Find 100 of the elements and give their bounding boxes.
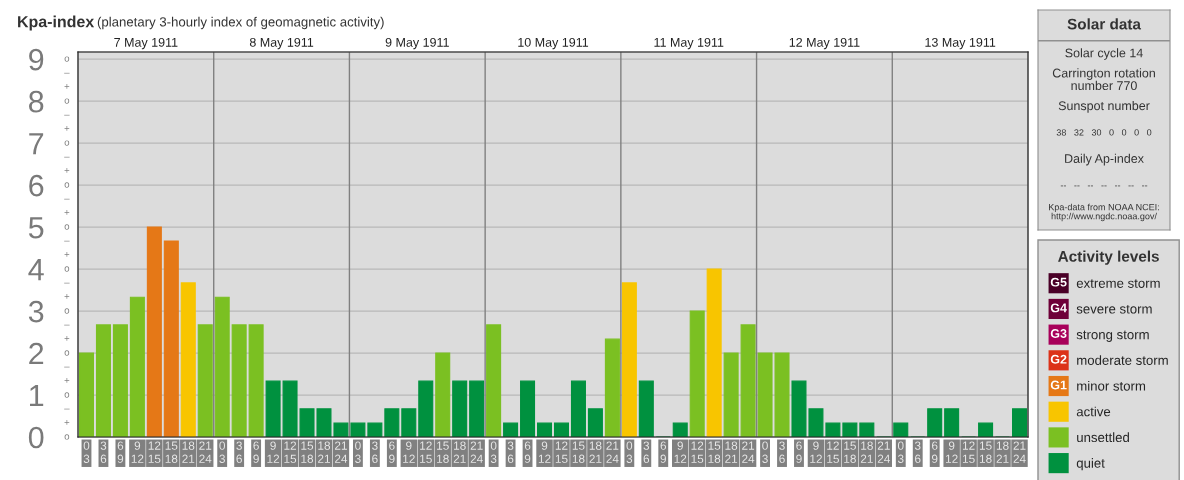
x-tick-label: 9 12 [674, 441, 687, 463]
text: Daily Ap-index [1065, 153, 1144, 166]
text: – [64, 114, 70, 116]
text: – [64, 156, 70, 158]
x-tick-label: 6 9 [796, 441, 802, 463]
legend-label: quiet [1076, 458, 1105, 471]
x-tick-label: 18 21 [996, 441, 1009, 463]
x-tick-label: 3 6 [914, 441, 921, 463]
x-tick-label: 3 6 [372, 441, 378, 463]
text: Solar cycle 14 [1065, 48, 1143, 60]
text: + [64, 126, 70, 131]
x-tick-label: 21 24 [877, 441, 891, 463]
y-tick-label: 5 [28, 217, 44, 239]
chart-title: Kpa-index [18, 15, 95, 31]
x-tick-label: 6 9 [117, 441, 124, 463]
text: G4 [1050, 303, 1067, 313]
x-tick-label: 9 12 [810, 441, 822, 463]
x2-tick-label: 8 May 1911 [249, 37, 314, 50]
x-tick-label: 15 18 [437, 441, 449, 463]
x-tick-label: 15 18 [708, 441, 721, 463]
x-tick-label: 3 6 [236, 441, 242, 463]
x-tick-label: 9 12 [946, 441, 958, 463]
x-tick-label: 0 3 [762, 441, 768, 463]
x-tick-label: 6 9 [660, 441, 667, 463]
x-tick-label: 0 3 [626, 441, 633, 463]
legend-title: Activity levels [1058, 250, 1159, 265]
x-tick-label: 18 21 [318, 441, 331, 463]
text: G1 [1050, 380, 1067, 390]
x-tick-label: 12 15 [962, 441, 975, 463]
x-tick-label: 12 15 [555, 441, 568, 463]
text: o [64, 350, 70, 356]
text: – [64, 366, 70, 368]
text: + [64, 209, 70, 215]
legend-label: minor storm [1077, 380, 1146, 391]
x-tick-label: 21 24 [606, 441, 619, 463]
x-tick-label: 18 21 [589, 441, 602, 463]
x-tick-label: 0 3 [83, 441, 90, 463]
x2-tick-label: 10 May 1911 [518, 37, 589, 50]
y-tick-label: 6 [29, 174, 44, 197]
x-tick-label: 6 9 [524, 441, 531, 463]
x-tick-label: 15 18 [979, 441, 992, 463]
x-tick-label: 3 6 [100, 441, 107, 463]
x-tick-label: 0 3 [219, 441, 226, 463]
x2-tick-label: 13 May 1911 [925, 37, 996, 50]
text: + [64, 419, 70, 425]
x-tick-label: 6 9 [931, 441, 938, 463]
text: -- -- -- -- -- -- -- [1060, 185, 1148, 187]
x-tick-label: 21 24 [470, 441, 483, 463]
legend-label: extreme storm [1076, 279, 1160, 288]
y-tick-label: 8 [29, 90, 44, 113]
text: o [64, 308, 70, 314]
text: o [64, 140, 70, 146]
x-tick-label: 21 24 [1013, 441, 1026, 463]
x-tick-label: 6 9 [253, 441, 259, 463]
x-tick-label: 0 3 [897, 441, 904, 463]
x-tick-label: 15 18 [301, 441, 314, 463]
text: + [64, 84, 70, 89]
y-tick-label: 7 [29, 133, 44, 155]
x-tick-label: 21 24 [742, 441, 755, 463]
x-tick-label: 9 12 [538, 441, 551, 463]
text: o [64, 392, 70, 398]
text: Carrington rotation number 770 [1052, 68, 1155, 91]
x2-tick-label: 9 May 1911 [385, 37, 449, 50]
y-tick-label: 4 [28, 259, 44, 281]
x-tick-label: 12 15 [827, 441, 839, 463]
x-tick-label: 3 6 [643, 441, 650, 463]
x-tick-label: 6 9 [389, 441, 395, 463]
x2-tick-label: 12 May 1911 [789, 37, 860, 50]
y-tick-label: 3 [28, 300, 44, 323]
legend-label: severe storm [1076, 304, 1152, 314]
y-tick-label: 9 [29, 48, 44, 71]
text: – [64, 282, 70, 284]
legend-label: moderate storm [1077, 355, 1168, 365]
x-tick-label: 3 6 [507, 441, 514, 463]
x-tick-label: 0 3 [355, 441, 361, 463]
text: o [64, 266, 70, 272]
x-tick-label: 12 15 [420, 441, 432, 463]
text: – [64, 198, 70, 200]
y-tick-label: 2 [29, 342, 44, 365]
text: 38 32 30 0 0 0 0 [1056, 129, 1152, 136]
text: Sunspot number [1058, 100, 1150, 113]
text: – [64, 240, 70, 242]
text: + [64, 168, 70, 173]
text: o [64, 182, 70, 188]
x-tick-label: 9 12 [267, 441, 280, 463]
text: G2 [1050, 354, 1067, 364]
text: – [64, 408, 70, 410]
text: – [64, 324, 70, 326]
legend-label: unsettled [1077, 432, 1129, 443]
x2-tick-label: 7 May 1911 [114, 37, 178, 50]
text: o [64, 98, 70, 104]
x-tick-label: 12 15 [148, 441, 161, 463]
x-tick-label: 18 21 [453, 441, 466, 463]
x-tick-label: 15 18 [165, 441, 178, 463]
text: o [64, 56, 70, 62]
text: G5 [1050, 277, 1067, 287]
text: o [64, 224, 70, 230]
text: – [64, 72, 70, 74]
x-tick-label: 18 21 [182, 441, 195, 463]
x-tick-label: 9 12 [131, 441, 144, 463]
